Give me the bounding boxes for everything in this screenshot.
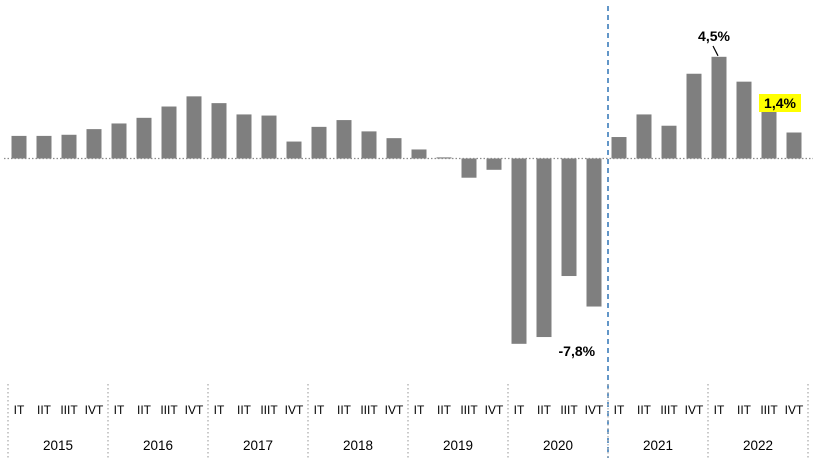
quarter-tick-label: IVT	[685, 403, 704, 417]
bar-2019-it	[411, 149, 427, 159]
year-tick-label: 2015	[43, 438, 73, 453]
bar-2017-it	[211, 103, 227, 159]
quarter-tick-label: IIT	[37, 403, 52, 417]
quarter-tick-label: IT	[114, 403, 125, 417]
quarter-tick-label: IVT	[285, 403, 304, 417]
bar-2022-it	[711, 56, 727, 159]
year-tick-label: 2021	[643, 438, 673, 453]
bar-2019-iiit	[461, 158, 477, 178]
quarter-tick-label: IVT	[85, 403, 104, 417]
bar-2021-iit	[636, 114, 652, 159]
quarter-tick-label: IIT	[137, 403, 152, 417]
quarter-tick-label: IIT	[737, 403, 752, 417]
bar-2018-iiit	[361, 131, 377, 159]
quarter-tick-label: IIIT	[560, 403, 578, 417]
data-label-2022-iiit: 1,4%	[764, 95, 796, 111]
quarter-tick-label: IIIT	[760, 403, 778, 417]
data-label-2020-ivt: -7,8%	[559, 343, 596, 359]
annotation-label-bg	[556, 341, 599, 361]
bar-2017-iit	[236, 114, 252, 159]
annotations-group: 4,5% 1,4% -7,8%	[556, 28, 801, 361]
quarter-tick-label: IIIT	[260, 403, 278, 417]
quarter-tick-label: IIIT	[360, 403, 378, 417]
quarter-tick-label: IVT	[585, 403, 604, 417]
year-tick-label: 2019	[443, 438, 473, 453]
quarter-tick-label: IIIT	[160, 403, 178, 417]
quarter-tick-label: IT	[714, 403, 725, 417]
bar-2016-iit	[136, 117, 152, 159]
bar-2016-iiit	[161, 106, 177, 159]
quarter-tick-label: IT	[514, 403, 525, 417]
bar-2015-ivt	[86, 129, 102, 159]
bar-2020-iiit	[561, 158, 577, 277]
year-tick-label: 2018	[343, 438, 373, 453]
quarter-tick-label: IT	[214, 403, 225, 417]
year-tick-label: 2022	[743, 438, 773, 453]
bar-2020-iit	[536, 158, 552, 338]
bar-2021-iiit	[661, 125, 677, 159]
quarter-tick-label: IT	[414, 403, 425, 417]
category-axis: IT IIT IIIT IVT IT IIT IIIT IVT IT IIT IIIT IVT IT II…	[7, 384, 809, 458]
bar-2018-iit	[336, 120, 352, 159]
quarter-tick-label: IIIT	[460, 403, 478, 417]
quarter-tick-label: IT	[14, 403, 25, 417]
quarter-tick-label: IVT	[185, 403, 204, 417]
quarter-tick-label: IT	[314, 403, 325, 417]
bar-2019-ivt	[486, 158, 502, 170]
quarter-tick-label: IIT	[637, 403, 652, 417]
bar-2021-ivt	[686, 73, 702, 159]
year-tick-label: 2016	[143, 438, 173, 453]
year-tick-label: 2020	[543, 438, 573, 453]
quarter-tick-label: IIT	[237, 403, 252, 417]
bar-2020-ivt	[586, 158, 602, 307]
quarter-tick-label: IVT	[385, 403, 404, 417]
quarter-tick-label: IIT	[337, 403, 352, 417]
bar-2022-ivt	[786, 132, 802, 159]
year-tick-label: 2017	[243, 438, 273, 453]
bar-2016-it	[111, 123, 127, 159]
bar-2015-it	[11, 135, 27, 159]
bar-2015-iiit	[61, 134, 77, 159]
bar-2019-iit	[436, 157, 452, 159]
annotation-highlight	[759, 94, 801, 112]
quarter-tick-label: IIIT	[660, 403, 678, 417]
data-label-2022-it: 4,5%	[698, 28, 730, 44]
bar-2022-iit	[736, 81, 752, 159]
bar-2021-it	[611, 137, 627, 159]
bar-2017-ivt	[286, 141, 302, 159]
bar-2015-iit	[36, 135, 52, 159]
bar-2018-it	[311, 126, 327, 159]
bar-2020-it	[511, 158, 527, 344]
quarter-tick-label: IIT	[537, 403, 552, 417]
bars-group	[11, 56, 802, 344]
quarter-tick-label: IIIT	[60, 403, 78, 417]
bar-2017-iiit	[261, 115, 277, 159]
bar-2018-ivt	[386, 138, 402, 159]
bar-2022-iiit	[761, 111, 777, 159]
annotation-leader-line	[712, 45, 719, 57]
bar-2016-ivt	[186, 96, 202, 159]
quarter-tick-label: IVT	[785, 403, 804, 417]
quarter-tick-label: IIT	[437, 403, 452, 417]
quarter-tick-label: IT	[614, 403, 625, 417]
quarter-tick-label: IVT	[485, 403, 504, 417]
